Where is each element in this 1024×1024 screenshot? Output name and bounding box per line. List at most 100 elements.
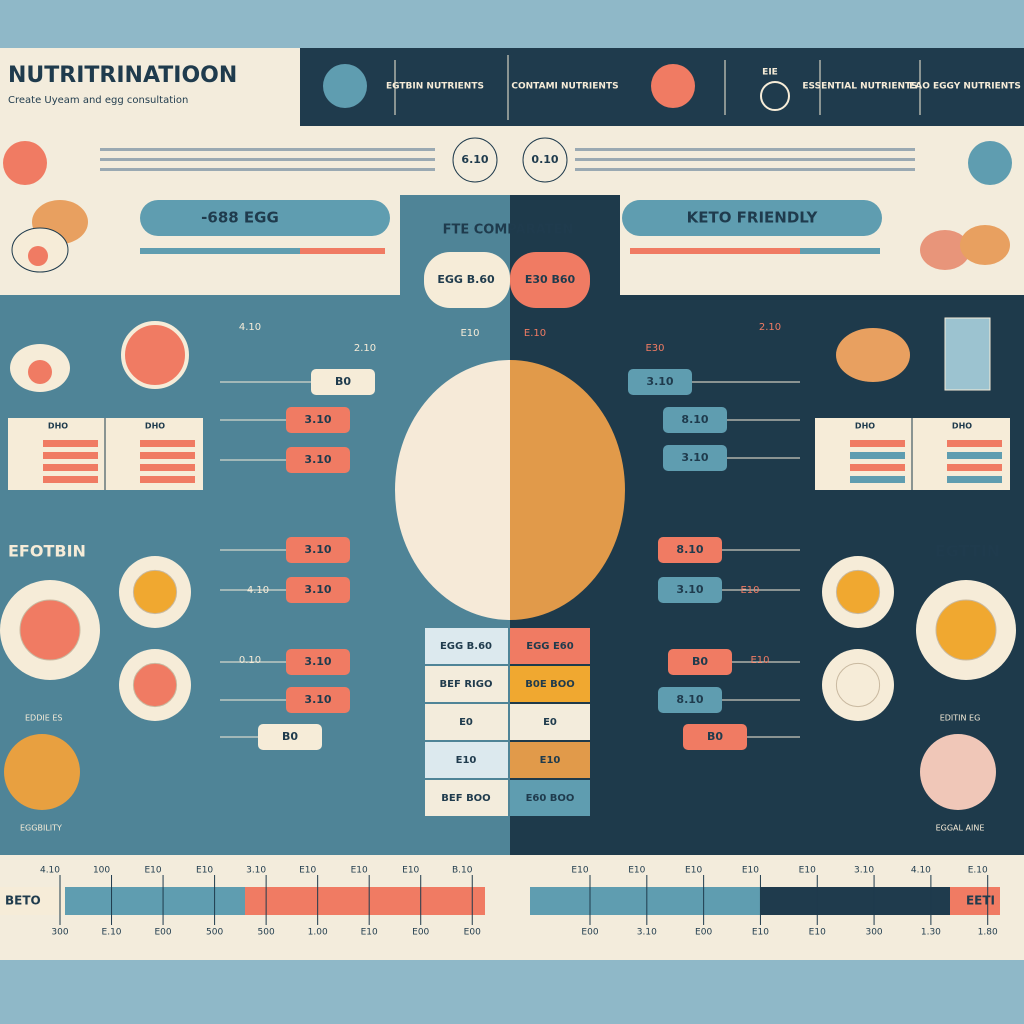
pill bbox=[668, 649, 732, 675]
compare-cell bbox=[510, 780, 590, 816]
icon bbox=[651, 64, 695, 108]
pill bbox=[286, 649, 350, 675]
table-bar bbox=[850, 464, 905, 471]
tag bbox=[424, 252, 510, 308]
pill bbox=[258, 724, 322, 750]
yolk bbox=[835, 662, 881, 708]
compare-text: EGG E60 bbox=[526, 641, 574, 652]
text-lines bbox=[100, 158, 435, 161]
caption: EGGBILITY bbox=[20, 824, 62, 833]
scale-label: 1.30 bbox=[921, 928, 941, 938]
tag-text: EGG B.60 bbox=[437, 273, 495, 286]
note: 4.10 bbox=[247, 585, 269, 596]
pill bbox=[628, 369, 692, 395]
pill bbox=[658, 577, 722, 603]
text-lines bbox=[100, 148, 435, 151]
table-bar bbox=[850, 452, 905, 459]
table-header: DHO bbox=[952, 422, 972, 431]
pill bbox=[663, 407, 727, 433]
note: 2.10 bbox=[759, 322, 781, 333]
pill-text: B0 bbox=[707, 730, 723, 743]
title: NUTRITRINATIOON bbox=[8, 63, 237, 88]
note: E10 bbox=[460, 328, 479, 339]
compare-cell bbox=[510, 628, 590, 664]
badge bbox=[452, 137, 498, 183]
scale-label: E.10 bbox=[968, 866, 988, 876]
scale-label: 100 bbox=[93, 866, 110, 876]
pill bbox=[286, 687, 350, 713]
compare-text: E60 BOO bbox=[526, 793, 575, 804]
header-tab: EAO EGGY NUTRIENTS bbox=[909, 82, 1021, 92]
scale-label: B.10 bbox=[452, 866, 473, 876]
compare-text: BEF BOO bbox=[441, 793, 490, 804]
pill bbox=[683, 724, 747, 750]
pill bbox=[663, 445, 727, 471]
table-header: DHO bbox=[48, 422, 68, 431]
table-header: DHO bbox=[855, 422, 875, 431]
yolk bbox=[132, 569, 178, 615]
bar-strip bbox=[630, 248, 880, 254]
icon bbox=[323, 64, 367, 108]
scale-label: E10 bbox=[799, 866, 816, 876]
pill-text: 3.10 bbox=[304, 583, 331, 596]
center-title: FTE COMPARATEN bbox=[443, 223, 574, 238]
pill bbox=[286, 447, 350, 473]
note: 0.10 bbox=[239, 655, 261, 666]
table-bar bbox=[850, 440, 905, 447]
scale-label: E10 bbox=[144, 866, 161, 876]
table-bar bbox=[947, 440, 1002, 447]
side-label: EFOTBIN bbox=[8, 542, 86, 561]
scale-label: E10 bbox=[299, 866, 316, 876]
compare-cell bbox=[425, 742, 508, 778]
banner-text: -688 EGG bbox=[201, 209, 279, 227]
banner bbox=[622, 200, 882, 236]
compare-cell bbox=[425, 780, 508, 816]
scale-label: 300 bbox=[865, 928, 882, 938]
pill-text: 3.10 bbox=[676, 583, 703, 596]
table-bar bbox=[947, 476, 1002, 483]
compare-text: EGG B.60 bbox=[440, 641, 492, 652]
scale-label: 3.10 bbox=[854, 866, 874, 876]
scale-label: E10 bbox=[361, 928, 378, 938]
egg-left bbox=[395, 360, 510, 620]
scale-label: E10 bbox=[809, 928, 826, 938]
compare-text: B0E BOO bbox=[525, 679, 575, 690]
pill-text: B0 bbox=[335, 375, 351, 388]
caption: EDDIE ES bbox=[25, 714, 62, 723]
pill bbox=[286, 407, 350, 433]
pill-text: 8.10 bbox=[676, 693, 703, 706]
banner-text: KETO FRIENDLY bbox=[687, 209, 819, 227]
compare-cell bbox=[425, 666, 508, 702]
scale-label: 3.10 bbox=[637, 928, 657, 938]
pill-text: B0 bbox=[282, 730, 298, 743]
banner bbox=[140, 200, 390, 236]
pill bbox=[286, 577, 350, 603]
compare-text: E0 bbox=[543, 717, 557, 728]
note: 2.10 bbox=[354, 343, 376, 354]
table-bar bbox=[140, 452, 195, 459]
pill-text: 3.10 bbox=[304, 453, 331, 466]
tag-text: E30 B60 bbox=[525, 273, 576, 286]
pill bbox=[311, 369, 375, 395]
scale-label: E00 bbox=[464, 928, 481, 938]
scale-seg bbox=[245, 887, 485, 915]
scale-seg bbox=[65, 887, 245, 915]
scale-seg bbox=[950, 887, 1000, 915]
scale-label: E10 bbox=[196, 866, 213, 876]
bar-strip bbox=[300, 248, 385, 254]
table-bar bbox=[140, 464, 195, 471]
compare-cell bbox=[510, 666, 590, 702]
scale-seg bbox=[0, 887, 65, 915]
header-tab: EIE bbox=[762, 68, 778, 78]
tag bbox=[510, 252, 590, 308]
pill-text: 3.10 bbox=[304, 543, 331, 556]
compare-cell bbox=[510, 704, 590, 740]
scale-seg bbox=[760, 887, 950, 915]
table-bar bbox=[43, 464, 98, 471]
pill bbox=[286, 537, 350, 563]
pill-text: 3.10 bbox=[304, 413, 331, 426]
scale-label: E10 bbox=[402, 866, 419, 876]
scale-label: 3.10 bbox=[246, 866, 266, 876]
table-bar bbox=[43, 452, 98, 459]
